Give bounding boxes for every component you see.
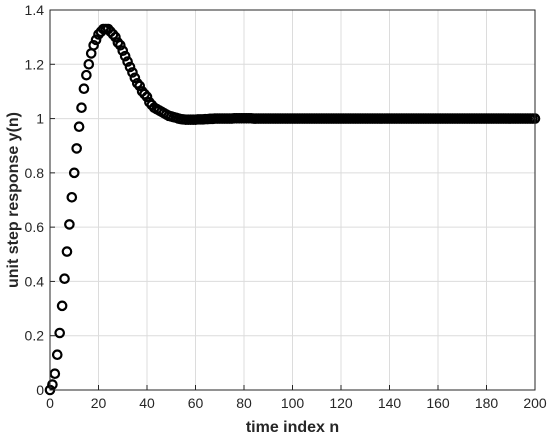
data-point [132,77,143,89]
data-point [88,39,99,51]
x-tick-label: 120 [329,395,353,411]
data-point [76,102,87,114]
data-point [78,83,90,95]
data-point [83,58,95,70]
x-tick-label: 140 [378,395,402,411]
data-point [71,143,82,154]
data-point [124,61,136,73]
y-tick-label: 1 [36,111,44,127]
data-point [122,56,133,67]
data-point [139,88,150,100]
data-point [129,72,141,84]
y-axis-label: unit step response y(n) [5,112,22,288]
data-point [119,50,131,62]
data-point [73,121,85,133]
data-point [56,300,68,312]
data-point [127,67,138,78]
data-point [115,39,126,51]
data-point [81,69,92,81]
data-point [112,37,124,48]
data-point [66,191,78,203]
data-point [68,167,80,179]
data-point [107,29,119,40]
data-point [47,379,58,390]
data-point [90,34,102,46]
y-tick-label: 1.4 [25,2,45,18]
x-tick-label: 60 [188,395,204,411]
data-point [61,246,73,257]
x-tick-label: 100 [281,395,305,411]
x-tick-label: 80 [236,395,252,411]
markers-layer [44,23,541,396]
y-tick-label: 0.8 [25,165,45,181]
x-tick-label: 0 [46,395,54,411]
x-tick-label: 180 [475,395,499,411]
y-tick-label: 0 [36,382,44,398]
x-tick-label: 200 [523,395,547,411]
x-axis-label: time index n [246,419,339,436]
y-tick-label: 0.2 [25,328,45,344]
data-point [110,31,121,43]
data-point [64,219,75,230]
data-point [54,327,65,339]
ticks-layer: 0 20 40 60 80 100 120 140 160 180 200 0 0.2 0.4 0.6 0.8… [25,2,547,411]
x-tick-label: 40 [139,395,155,411]
y-tick-label: 0.4 [25,273,45,289]
x-tick-label: 20 [91,395,107,411]
grid-layer [49,9,536,391]
data-point [51,349,63,361]
data-point [117,45,129,57]
data-point [59,273,70,285]
x-tick-label: 160 [426,395,450,411]
data-point [141,91,153,103]
y-tick-label: 1.2 [25,56,45,72]
data-point [49,368,61,380]
data-point [134,80,146,92]
y-tick-label: 0.6 [25,219,45,235]
